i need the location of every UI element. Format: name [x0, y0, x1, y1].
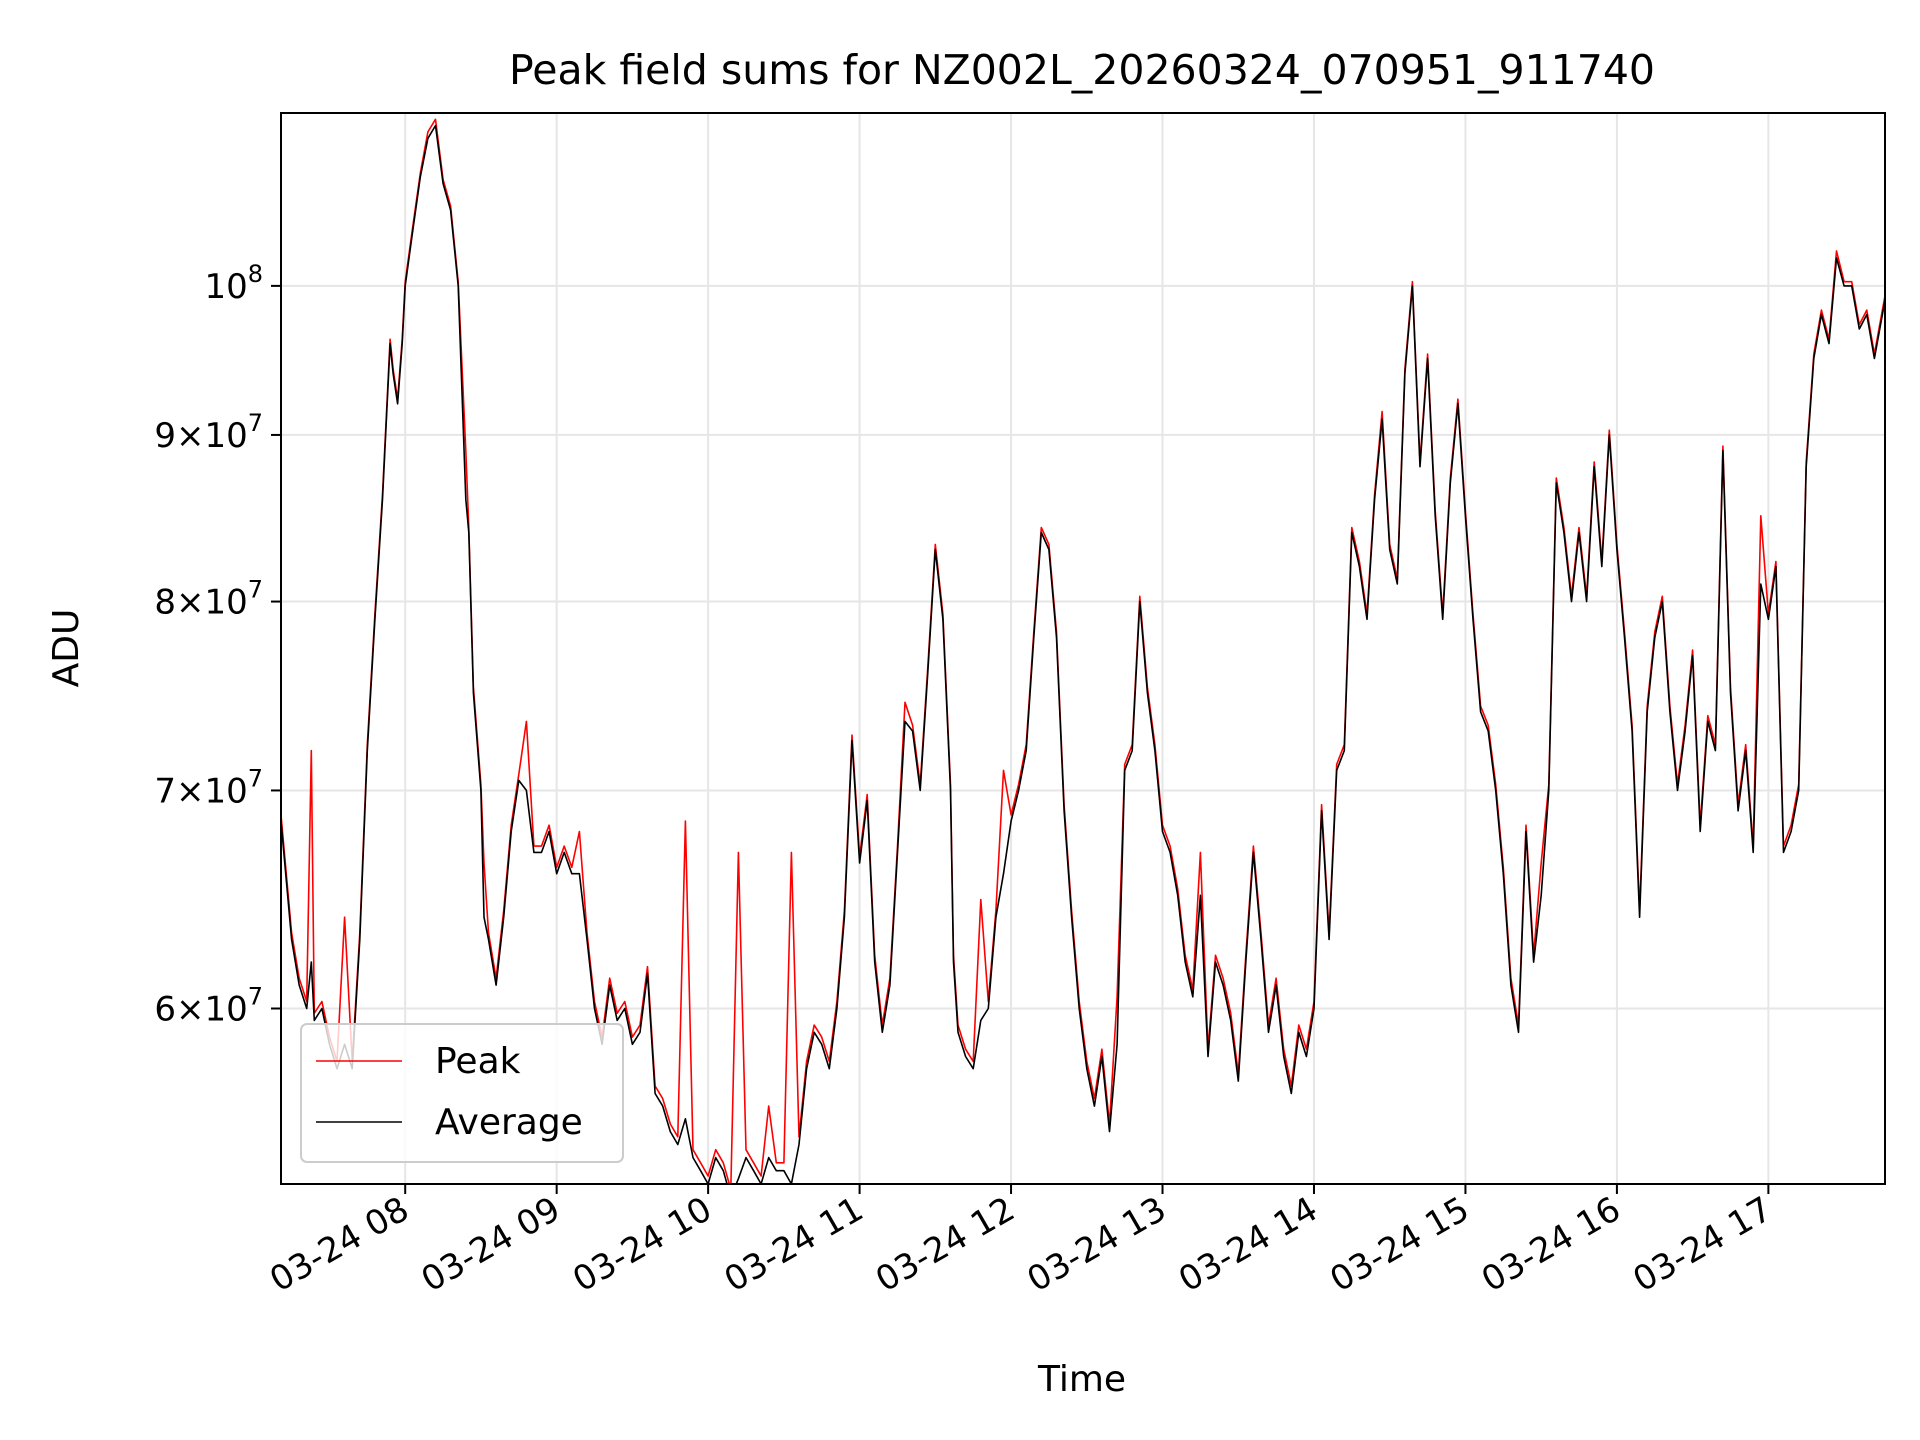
y-axis-label: ADU [46, 609, 87, 688]
x-axis-label: Time [1037, 1359, 1126, 1400]
legend-label-peak: Peak [435, 1041, 521, 1082]
legend-label-average: Average [435, 1102, 583, 1143]
legend-box [300, 1023, 624, 1163]
y-tick-label: 8×107 [154, 576, 263, 623]
legend: Peak Average [300, 1023, 624, 1163]
y-tick-label: 108 [204, 260, 263, 307]
y-tick-label: 9×107 [154, 409, 263, 456]
series-lines [281, 118, 1885, 1184]
y-axis: 6×107 7×107 8×107 9×107 108 [154, 260, 281, 1030]
chart-title: Peak field sums for NZ002L_20260324_0709… [509, 46, 1655, 94]
series-line-average [281, 124, 1885, 1184]
y-tick-label: 7×107 [154, 764, 263, 811]
plot-frame [280, 112, 1886, 1185]
y-tick-label: 6×107 [154, 983, 263, 1030]
grid-lines [281, 113, 1885, 1184]
